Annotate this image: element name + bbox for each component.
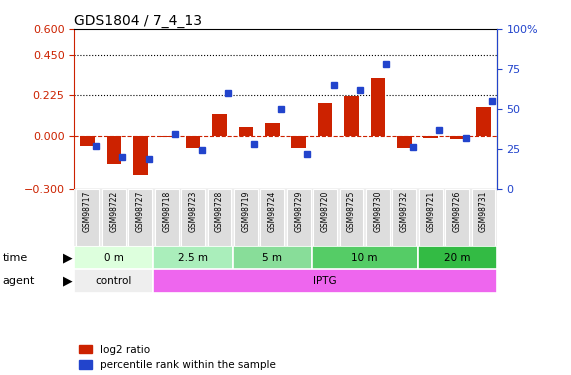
FancyBboxPatch shape — [233, 246, 312, 269]
Bar — [397, 135, 412, 148]
FancyBboxPatch shape — [340, 189, 363, 246]
Text: control: control — [96, 276, 132, 286]
Legend: log2 ratio, percentile rank within the sample: log2 ratio, percentile rank within the s… — [79, 345, 276, 370]
Bar — [344, 96, 359, 135]
FancyBboxPatch shape — [208, 189, 231, 246]
Text: GSM98718: GSM98718 — [162, 191, 171, 232]
FancyBboxPatch shape — [366, 189, 390, 246]
Bar — [476, 107, 491, 135]
Text: GSM98722: GSM98722 — [109, 191, 118, 232]
FancyBboxPatch shape — [392, 189, 416, 246]
FancyBboxPatch shape — [419, 189, 443, 246]
Bar — [80, 135, 95, 146]
FancyBboxPatch shape — [128, 189, 152, 246]
Text: ▶: ▶ — [63, 251, 73, 264]
Bar — [265, 123, 280, 135]
Text: GSM98721: GSM98721 — [426, 191, 435, 232]
Text: ▶: ▶ — [63, 274, 73, 287]
Bar — [133, 135, 147, 175]
Text: GSM98725: GSM98725 — [347, 191, 356, 232]
FancyBboxPatch shape — [417, 246, 497, 269]
Text: GSM98730: GSM98730 — [373, 191, 383, 232]
FancyBboxPatch shape — [181, 189, 205, 246]
Text: GDS1804 / 7_4_13: GDS1804 / 7_4_13 — [74, 13, 202, 27]
FancyBboxPatch shape — [445, 189, 469, 246]
Text: GSM98723: GSM98723 — [188, 191, 198, 232]
FancyBboxPatch shape — [74, 246, 154, 269]
Text: IPTG: IPTG — [313, 276, 337, 286]
Text: GSM98724: GSM98724 — [268, 191, 277, 232]
FancyBboxPatch shape — [75, 189, 99, 246]
Text: 20 m: 20 m — [444, 253, 471, 262]
Text: GSM98728: GSM98728 — [215, 191, 224, 232]
Text: time: time — [3, 253, 28, 262]
Bar — [424, 135, 438, 138]
Bar — [450, 135, 464, 139]
FancyBboxPatch shape — [312, 246, 417, 269]
FancyBboxPatch shape — [154, 269, 497, 292]
Text: agent: agent — [3, 276, 35, 286]
Bar — [318, 104, 332, 135]
Bar — [107, 135, 121, 164]
Text: GSM98717: GSM98717 — [83, 191, 92, 232]
Text: GSM98719: GSM98719 — [242, 191, 251, 232]
FancyBboxPatch shape — [472, 189, 496, 246]
Bar — [186, 135, 200, 148]
Text: GSM98720: GSM98720 — [320, 191, 329, 232]
FancyBboxPatch shape — [287, 189, 311, 246]
FancyBboxPatch shape — [234, 189, 258, 246]
Bar — [239, 127, 253, 135]
Text: 10 m: 10 m — [352, 253, 378, 262]
Text: GSM98726: GSM98726 — [453, 191, 462, 232]
Bar — [291, 135, 306, 148]
FancyBboxPatch shape — [154, 246, 233, 269]
FancyBboxPatch shape — [74, 269, 154, 292]
Text: GSM98732: GSM98732 — [400, 191, 409, 232]
FancyBboxPatch shape — [313, 189, 337, 246]
Text: 2.5 m: 2.5 m — [178, 253, 208, 262]
Text: GSM98729: GSM98729 — [294, 191, 303, 232]
Text: 0 m: 0 m — [104, 253, 124, 262]
Bar — [371, 78, 385, 135]
Bar — [159, 135, 174, 137]
FancyBboxPatch shape — [155, 189, 179, 246]
Text: GSM98731: GSM98731 — [479, 191, 488, 232]
Text: 5 m: 5 m — [262, 253, 282, 262]
Text: GSM98727: GSM98727 — [136, 191, 145, 232]
Bar — [212, 114, 227, 135]
FancyBboxPatch shape — [102, 189, 126, 246]
FancyBboxPatch shape — [260, 189, 284, 246]
